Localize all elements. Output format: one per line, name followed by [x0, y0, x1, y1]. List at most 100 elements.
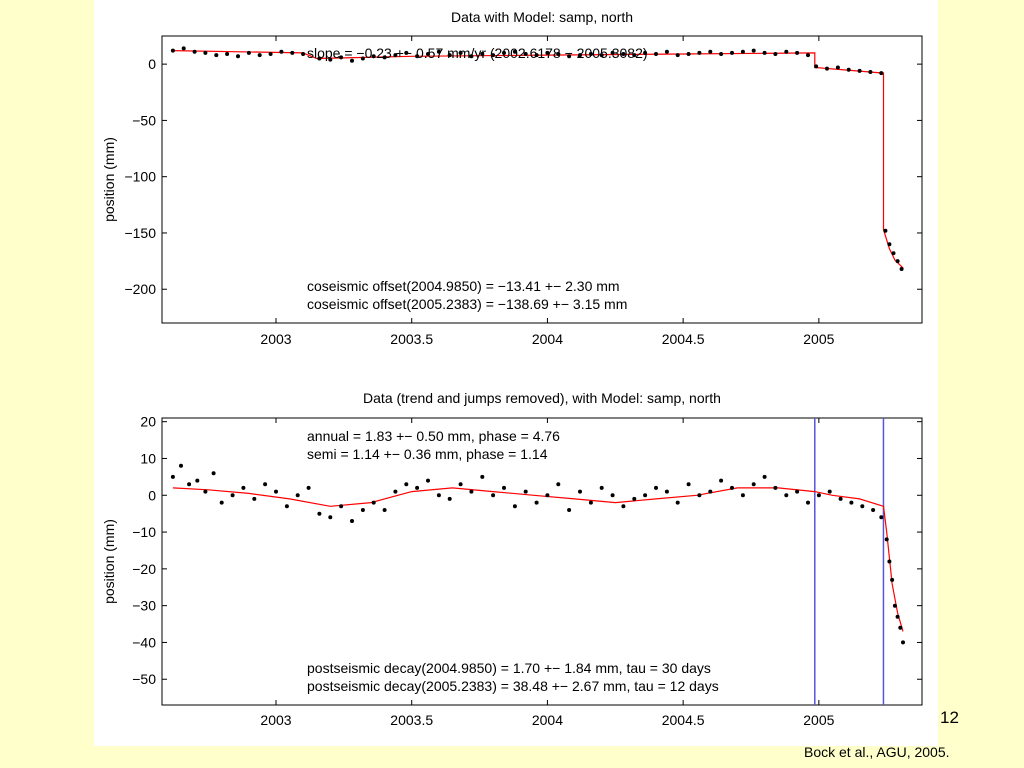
- y-tick-label: −30: [132, 598, 156, 614]
- data-point: [795, 489, 800, 494]
- data-point: [567, 508, 572, 512]
- data-point: [567, 54, 572, 59]
- y-tick-label: −200: [124, 281, 156, 297]
- chart-title: Data (trend and jumps removed), with Mod…: [363, 390, 721, 406]
- data-point: [784, 49, 789, 54]
- data-point: [203, 50, 208, 55]
- y-tick-label: −10: [132, 524, 156, 540]
- data-point: [236, 54, 240, 59]
- data-point: [339, 504, 344, 509]
- x-tick-label: 2004.5: [662, 331, 705, 347]
- x-tick-label: 2004: [532, 712, 563, 728]
- data-point: [849, 500, 854, 505]
- data-point: [675, 53, 680, 58]
- data-point: [879, 515, 884, 520]
- data-point: [846, 67, 851, 72]
- data-point: [241, 485, 246, 490]
- data-point: [773, 52, 778, 56]
- data-point: [211, 471, 216, 476]
- y-tick-label: −150: [124, 225, 156, 241]
- data-point: [306, 485, 311, 490]
- x-tick-label: 2003: [260, 712, 291, 728]
- data-point: [898, 625, 903, 630]
- data-point: [469, 489, 474, 494]
- data-point: [664, 49, 669, 54]
- data-point: [179, 463, 183, 468]
- data-point: [895, 614, 900, 619]
- data-point: [621, 504, 626, 509]
- data-point: [654, 485, 658, 490]
- data-point: [214, 53, 219, 58]
- data-point: [545, 50, 550, 55]
- data-point: [654, 52, 658, 56]
- data-point: [887, 242, 892, 247]
- data-point: [382, 508, 387, 512]
- data-point: [827, 489, 832, 494]
- data-point: [892, 603, 897, 608]
- data-point: [447, 496, 452, 501]
- data-point: [360, 508, 365, 512]
- data-point: [328, 57, 333, 62]
- data-point: [512, 49, 517, 54]
- y-tick-label: −50: [132, 671, 156, 687]
- annotation-top: annual = 1.83 +− 0.50 mm, phase = 4.76: [307, 428, 560, 444]
- data-point: [436, 493, 441, 498]
- data-point: [610, 493, 615, 498]
- annotation-bottom: postseismic decay(2004.9850) = 1.70 +− 1…: [307, 660, 711, 676]
- data-point: [360, 56, 365, 61]
- data-point: [192, 49, 197, 54]
- data-point: [257, 53, 262, 58]
- data-point: [371, 500, 376, 505]
- data-point: [740, 493, 745, 498]
- figure-panel: Data with Model: samp, north position (mm…: [94, 0, 938, 746]
- data-point: [458, 50, 463, 55]
- data-point: [502, 485, 506, 490]
- data-point: [252, 496, 257, 501]
- data-point: [895, 259, 900, 264]
- data-point: [632, 53, 637, 58]
- data-point: [170, 48, 175, 53]
- data-point: [426, 52, 430, 56]
- x-tick-label: 2003: [260, 331, 291, 347]
- data-point: [762, 50, 767, 55]
- plot-frame: [161, 417, 923, 706]
- data-point: [751, 48, 756, 53]
- data-point: [534, 53, 539, 58]
- data-point: [806, 500, 810, 505]
- data-point: [883, 228, 888, 233]
- data-point: [868, 70, 873, 74]
- data-point: [884, 537, 889, 542]
- x-tick-label: 2003.5: [390, 712, 433, 728]
- data-point: [491, 493, 496, 498]
- data-point: [838, 496, 843, 501]
- data-point: [857, 68, 862, 73]
- data-point: [317, 511, 322, 516]
- chart-2: Data (trend and jumps removed), with Mod…: [101, 390, 923, 728]
- data-point: [730, 485, 734, 490]
- data-point: [599, 485, 604, 490]
- data-point: [502, 50, 506, 55]
- annotation-top: slope = −0.23 +− 0.57 mm/yr (2002.6178 −…: [307, 45, 648, 61]
- data-point: [458, 482, 463, 487]
- model-line: [172, 50, 904, 269]
- citation: Bock et al., AGU, 2005.: [804, 744, 950, 760]
- data-point: [610, 50, 615, 55]
- data-point: [835, 65, 840, 70]
- y-tick-label: −100: [124, 169, 156, 185]
- data-point: [879, 71, 884, 76]
- data-point: [274, 489, 278, 494]
- data-point: [328, 515, 333, 520]
- data-point: [203, 489, 208, 494]
- data-point: [751, 482, 756, 487]
- data-point: [436, 49, 441, 54]
- x-tick-label: 2005: [803, 712, 834, 728]
- data-point: [578, 53, 582, 58]
- data-point: [901, 640, 905, 645]
- data-point: [588, 500, 593, 505]
- data-point: [181, 46, 186, 51]
- data-point: [393, 53, 398, 58]
- chart-1: Data with Model: samp, north position (mm…: [101, 9, 923, 347]
- y-tick-label: −20: [132, 561, 156, 577]
- annotation-top: semi = 1.14 +− 0.36 mm, phase = 1.14: [307, 446, 548, 462]
- slide-number: 12: [940, 708, 959, 727]
